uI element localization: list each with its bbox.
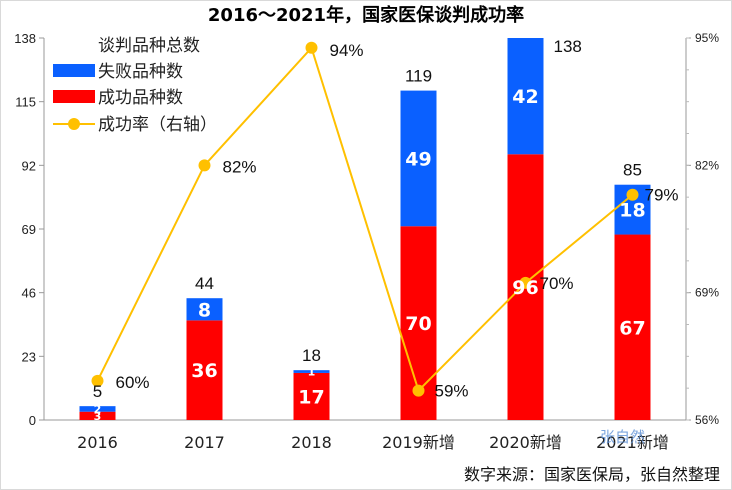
left-tick-label: 138 bbox=[14, 31, 36, 46]
bar-total-label: 138 bbox=[554, 37, 582, 56]
bar-success-label: 3 bbox=[94, 410, 102, 423]
category-label: 2018 bbox=[291, 433, 332, 452]
left-tick-label: 115 bbox=[15, 95, 36, 110]
category-label: 2017 bbox=[184, 433, 225, 452]
bar-failed bbox=[293, 370, 330, 373]
watermark: 张自然 bbox=[600, 428, 645, 446]
rate-marker bbox=[198, 159, 211, 172]
bar-failed-label: 8 bbox=[198, 299, 211, 321]
left-tick-label: 69 bbox=[22, 222, 36, 237]
bar-failed bbox=[186, 298, 223, 321]
left-tick-label: 46 bbox=[22, 286, 36, 301]
left-axis-ticks: 0 23 46 69 92 115 138 bbox=[14, 31, 44, 428]
bar-success bbox=[79, 411, 116, 420]
bar-total-label: 5 bbox=[93, 382, 102, 401]
right-tick-label: 56% bbox=[695, 413, 719, 427]
rate-marker bbox=[91, 374, 104, 387]
left-tick-label: 92 bbox=[22, 158, 36, 173]
bar-failed-label: 18 bbox=[619, 200, 645, 222]
rate-line bbox=[96, 45, 634, 393]
legend-label-failed: 失败品种数 bbox=[98, 62, 183, 82]
rate-marker bbox=[305, 41, 318, 54]
bar-total-label: 44 bbox=[195, 274, 214, 293]
chart-title: 2016～2021年，国家医保谈判成功率 bbox=[208, 4, 524, 26]
bar-failed bbox=[79, 406, 116, 412]
source-note: 数字来源：国家医保局，张自然整理 bbox=[464, 465, 720, 484]
bar-total-label: 119 bbox=[405, 67, 432, 86]
bar-total-label: 85 bbox=[623, 161, 642, 180]
legend: 谈判品种总数 失败品种数 成功品种数 成功率（右轴） bbox=[53, 36, 217, 135]
bar-failed-label: 42 bbox=[512, 86, 538, 108]
bar-success bbox=[186, 320, 223, 420]
bar-success-label: 70 bbox=[405, 313, 431, 335]
bar-success bbox=[293, 372, 330, 420]
left-tick-label: 23 bbox=[22, 349, 36, 364]
rate-label: 82% bbox=[223, 157, 257, 176]
bar-success bbox=[614, 234, 651, 420]
bars-group bbox=[79, 38, 651, 420]
rate-line-group bbox=[91, 41, 639, 397]
rate-marker bbox=[626, 188, 639, 201]
legend-label-total: 谈判品种总数 bbox=[98, 36, 200, 56]
bar-failed-label: 2 bbox=[94, 403, 102, 416]
category-label: 2020新增 bbox=[489, 433, 562, 452]
bar-success-label: 96 bbox=[512, 277, 538, 299]
left-tick-label: 0 bbox=[29, 413, 36, 428]
rate-label: 70% bbox=[540, 274, 574, 293]
category-label: 2021新增 bbox=[596, 433, 669, 452]
legend-label-rate: 成功率（右轴） bbox=[98, 115, 217, 135]
bar-failed-label: 49 bbox=[405, 148, 431, 170]
rate-marker bbox=[412, 384, 425, 397]
bar-success-label: 36 bbox=[191, 360, 217, 382]
rate-marker bbox=[519, 276, 532, 289]
rate-label: 59% bbox=[435, 382, 469, 401]
labels-group: 20163252017368442018171182019新增704911920… bbox=[77, 37, 678, 452]
category-label: 2016 bbox=[77, 433, 118, 452]
right-tick-label: 82% bbox=[695, 158, 719, 172]
legend-swatch-rate-marker bbox=[68, 118, 80, 130]
bar-failed bbox=[507, 38, 544, 155]
bar-success-label: 17 bbox=[298, 386, 324, 408]
rate-label: 79% bbox=[645, 186, 679, 205]
rate-label: 60% bbox=[116, 373, 150, 392]
right-tick-label: 95% bbox=[695, 31, 719, 45]
category-label: 2019新增 bbox=[382, 433, 455, 452]
right-tick-label: 69% bbox=[695, 286, 719, 300]
bar-total-label: 18 bbox=[302, 346, 321, 365]
bar-success-label: 67 bbox=[619, 317, 645, 339]
legend-swatch-failed bbox=[53, 64, 95, 77]
rate-label: 94% bbox=[330, 41, 364, 60]
right-axis-ticks: 56% 69% 82% 95% bbox=[686, 31, 719, 427]
legend-label-success: 成功品种数 bbox=[98, 88, 183, 108]
bar-failed bbox=[400, 90, 437, 227]
bar-failed-label: 1 bbox=[308, 366, 316, 379]
legend-swatch-success bbox=[53, 90, 95, 103]
